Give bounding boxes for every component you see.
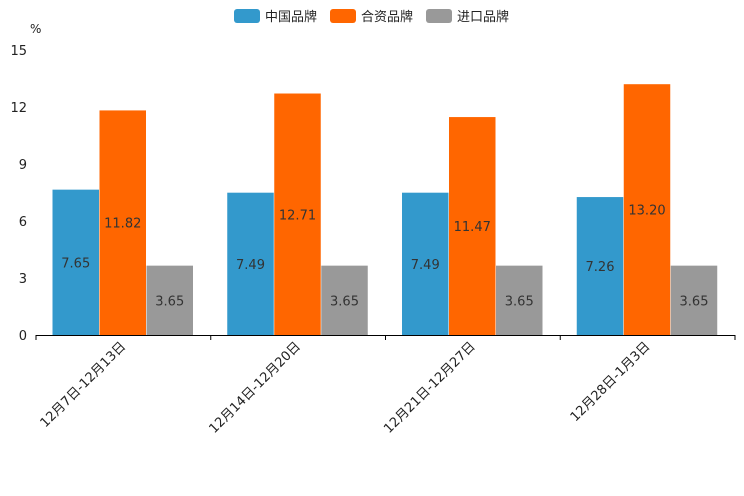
bar-value-label: 3.65 (330, 294, 359, 309)
bar-value-label: 11.82 (104, 217, 141, 232)
bar-value-label: 7.49 (236, 258, 265, 273)
x-tick-label: 12月7日-12月13日 (38, 339, 130, 431)
x-tick-label: 12月14日-12月20日 (206, 339, 303, 436)
bar-value-label: 12.71 (279, 208, 316, 223)
bar (321, 265, 368, 335)
y-axis-unit: % (30, 22, 41, 36)
legend: 中国品牌 合资品牌 进口品牌 (234, 9, 509, 25)
bar-value-label: 7.49 (411, 258, 440, 273)
legend-swatch (234, 9, 260, 23)
y-tick-label: 6 (19, 215, 27, 230)
legend-item: 进口品牌 (426, 9, 509, 25)
bar-value-label: 7.65 (61, 256, 90, 271)
legend-item: 合资品牌 (330, 9, 413, 25)
bar-value-label: 3.65 (155, 294, 184, 309)
legend-swatch (330, 9, 356, 23)
bar (99, 110, 146, 335)
x-axis: 12月7日-12月13日 12月14日-12月20日 12月21日-12月27日 12… (35, 335, 736, 437)
bar (52, 189, 99, 335)
y-tick-label: 15 (10, 44, 27, 59)
bar (670, 265, 718, 335)
bar (576, 197, 624, 335)
bar (274, 93, 321, 335)
legend-item: 中国品牌 (234, 9, 317, 25)
legend-label: 进口品牌 (457, 9, 509, 25)
x-tick-label: 12月21日-12月27日 (381, 339, 478, 436)
bar (496, 265, 543, 335)
y-tick-label: 9 (19, 158, 27, 173)
legend-label: 合资品牌 (361, 9, 413, 25)
bars: 7.65 11.82 3.65 7.49 12.71 3.65 7.49 11.47 3.65 7… (52, 84, 718, 335)
bar-value-label: 3.65 (505, 294, 534, 309)
bar-value-label: 3.65 (680, 294, 709, 309)
y-tick-label: 12 (10, 101, 27, 116)
bar-value-label: 7.26 (586, 260, 615, 275)
bar (623, 84, 671, 335)
bar-value-label: 13.20 (628, 204, 665, 219)
y-axis: 0 3 6 9 12 15 (10, 44, 27, 344)
bar (402, 192, 449, 335)
legend-label: 中国品牌 (265, 9, 317, 25)
bar (449, 117, 496, 335)
bar (146, 265, 193, 335)
bar-value-label: 11.47 (454, 220, 491, 235)
x-tick-label: 12月28日-1月3日 (568, 339, 654, 425)
legend-swatch (426, 9, 452, 23)
y-tick-label: 3 (19, 272, 27, 287)
bar (227, 192, 274, 335)
y-tick-label: 0 (19, 329, 27, 344)
